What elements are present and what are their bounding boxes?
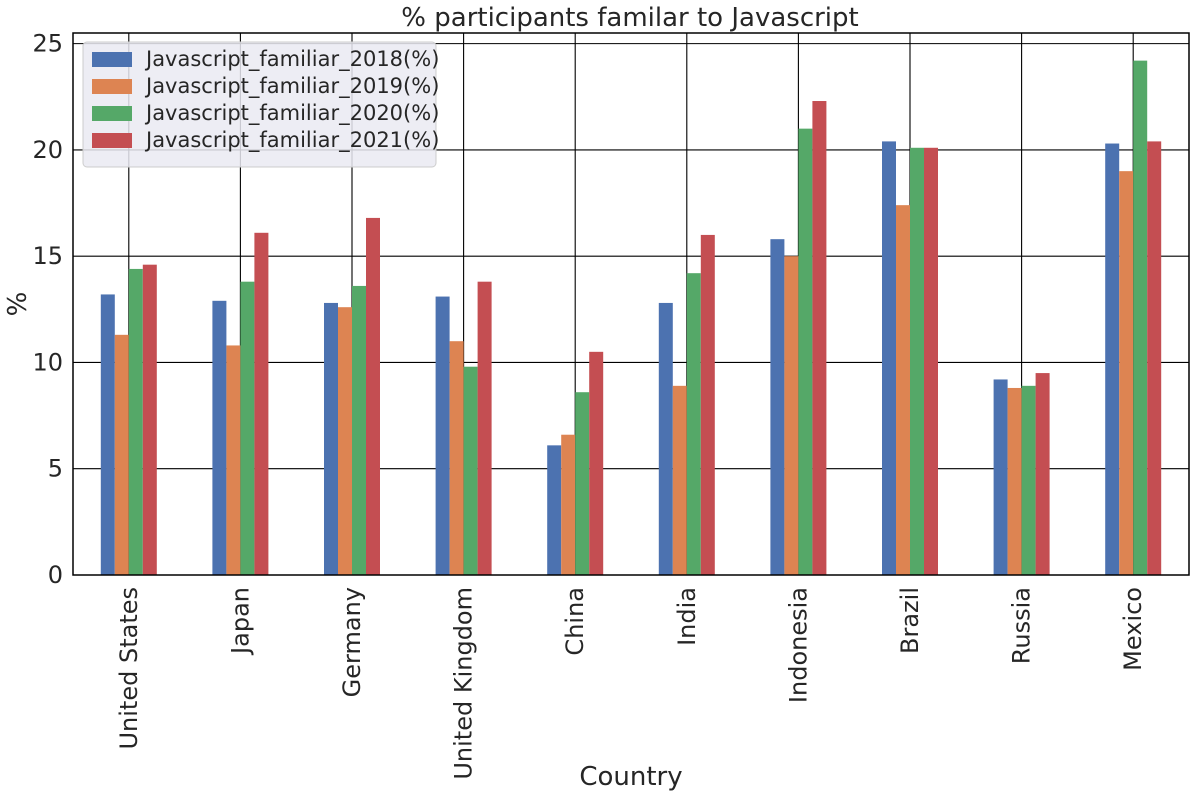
bar-brazil-series-4 xyxy=(924,147,938,575)
y-tick-label: 0 xyxy=(48,561,63,589)
y-tick-label: 10 xyxy=(32,348,63,376)
bar-japan-series-3 xyxy=(240,281,255,575)
y-tick-label: 20 xyxy=(32,136,63,164)
bar-indonesia-series-4 xyxy=(812,101,827,575)
bar-china-series-2 xyxy=(561,434,576,575)
bar-brazil-series-3 xyxy=(910,147,924,575)
y-tick-labels: 0 5 10 15 20 25 xyxy=(32,30,63,589)
bar-china-series-1 xyxy=(547,445,562,575)
bar-mexico-series-4 xyxy=(1147,141,1162,575)
bar-united-states-series-1 xyxy=(100,294,115,575)
bar-united-kingdom-series-4 xyxy=(477,281,492,575)
x-tick-label: Germany xyxy=(338,587,366,697)
bar-mexico-series-2 xyxy=(1119,171,1134,575)
x-tick-label: India xyxy=(673,587,701,646)
bar-russia-series-4 xyxy=(1035,373,1050,575)
legend-box xyxy=(82,41,437,168)
x-tick-label: Japan xyxy=(226,587,254,656)
y-tick-label: 25 xyxy=(32,30,63,58)
bar-united-kingdom-series-2 xyxy=(449,341,464,575)
x-tick-label: Indonesia xyxy=(784,587,812,703)
x-tick-label: Brazil xyxy=(896,587,924,654)
bar-indonesia-series-3 xyxy=(798,128,813,575)
bar-united-kingdom-series-3 xyxy=(463,366,478,575)
x-tick-label: United Kingdom xyxy=(450,587,478,780)
plot-frame xyxy=(72,32,1190,576)
x-tick-label: United States xyxy=(115,587,143,750)
y-axis-title: % xyxy=(3,292,33,317)
bar-indonesia-series-2 xyxy=(784,256,799,575)
bar-brazil-series-1 xyxy=(882,141,896,575)
bar-united-kingdom-series-1 xyxy=(435,296,450,575)
bar-germany-series-2 xyxy=(338,307,352,575)
bar-india-series-4 xyxy=(700,234,715,575)
x-axis-title: Country xyxy=(579,762,682,792)
bar-united-states-series-2 xyxy=(114,334,129,575)
bar-germany-series-3 xyxy=(352,285,366,575)
legend-label: Javascript_familiar_2021(%) xyxy=(144,128,439,153)
bar-japan-series-4 xyxy=(254,232,269,575)
bar-japan-series-2 xyxy=(226,345,241,575)
legend-label: Javascript_familiar_2018(%) xyxy=(144,47,439,72)
bar-germany-series-1 xyxy=(324,302,338,575)
bar-russia-series-1 xyxy=(993,379,1008,575)
bar-mexico-series-3 xyxy=(1133,60,1148,576)
legend-swatch xyxy=(92,52,132,67)
bar-india-series-1 xyxy=(658,302,673,575)
bar-china-series-4 xyxy=(589,351,604,575)
bars xyxy=(100,60,1162,576)
y-tick-label: 5 xyxy=(48,455,63,483)
bar-brazil-series-2 xyxy=(896,205,910,575)
x-tick-label: China xyxy=(561,587,589,656)
x-tick-label: Russia xyxy=(1008,587,1036,664)
bar-mexico-series-1 xyxy=(1105,143,1120,575)
legend-swatch xyxy=(92,106,132,121)
bar-united-states-series-4 xyxy=(142,264,157,575)
bar-united-states-series-3 xyxy=(128,268,143,575)
legend-swatch xyxy=(92,79,132,94)
bar-russia-series-2 xyxy=(1007,387,1022,575)
bar-japan-series-1 xyxy=(212,300,227,575)
bar-india-series-2 xyxy=(672,385,687,575)
bar-russia-series-3 xyxy=(1021,385,1036,575)
legend-swatch xyxy=(92,133,132,148)
legend: Javascript_familiar_2018(%)Javascript_fa… xyxy=(82,41,439,168)
x-tick-label: Mexico xyxy=(1119,587,1147,671)
chart-title: % participants familar to Javascript xyxy=(401,3,858,33)
bar-china-series-3 xyxy=(575,392,590,575)
x-tick-labels: United States Japan Germany United Kingdom C… xyxy=(115,587,1147,780)
bar-germany-series-4 xyxy=(366,217,380,575)
y-tick-label: 15 xyxy=(32,242,63,270)
bar-indonesia-series-1 xyxy=(770,239,785,575)
bar-india-series-3 xyxy=(686,273,701,575)
legend-label: Javascript_familiar_2020(%) xyxy=(144,101,439,126)
legend-label: Javascript_familiar_2019(%) xyxy=(144,74,439,99)
